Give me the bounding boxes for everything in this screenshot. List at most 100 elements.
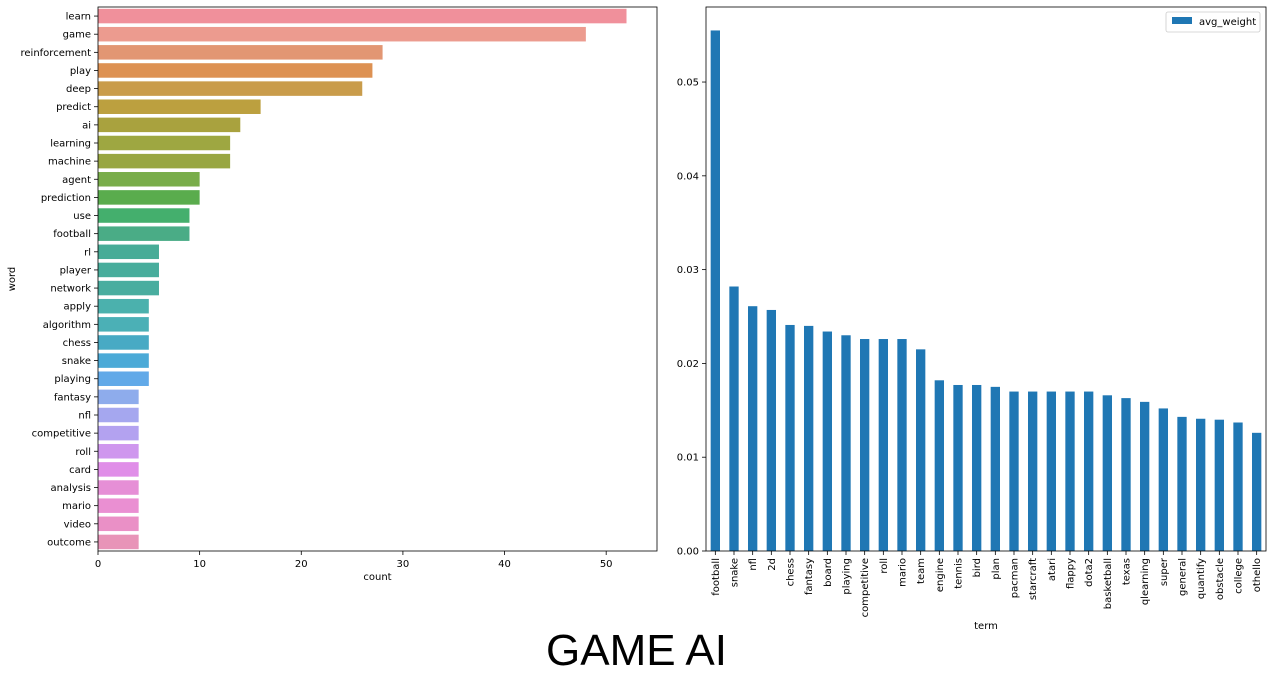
ytick-label: 0.02 (677, 359, 699, 370)
bar-predict (98, 99, 261, 114)
bar-basketball (1102, 395, 1112, 551)
ytick-label-analysis: analysis (51, 483, 92, 494)
xtick-label: 30 (397, 559, 410, 570)
xtick-label-football: football (711, 558, 722, 596)
bar-board (822, 331, 832, 551)
bar-algorithm (98, 317, 149, 332)
ytick-label-agent: agent (62, 175, 91, 186)
figure-title: GAME AI (546, 626, 727, 675)
ytick-label-snake: snake (62, 356, 91, 367)
bar-use (98, 208, 190, 223)
ytick-label-algorithm: algorithm (43, 320, 91, 331)
bar-othello (1252, 432, 1262, 551)
bar-starcraft (1028, 391, 1038, 551)
bar-machine (98, 153, 231, 169)
bar-tennis (953, 384, 963, 551)
bar-bird (972, 384, 982, 551)
ytick-label-learn: learn (66, 12, 91, 23)
bar-flappy (1065, 391, 1075, 551)
bar-snake (729, 286, 739, 551)
bar-plan (990, 386, 1000, 551)
xtick-label-texas: texas (1122, 558, 1133, 585)
xtick-label: 0 (95, 559, 101, 570)
ytick-label-prediction: prediction (41, 193, 91, 204)
bar-competitive (860, 339, 870, 551)
xtick-label: 50 (600, 559, 613, 570)
bar-roll (98, 444, 139, 459)
xtick-label-chess: chess (786, 558, 797, 586)
ytick-label-fantasy: fantasy (54, 392, 91, 403)
xtick-label-board: board (823, 558, 834, 587)
bar-2d (766, 309, 776, 551)
xtick-label-bird: bird (972, 558, 983, 577)
ytick-label-learning: learning (50, 139, 91, 150)
legend-swatch (1172, 17, 1192, 24)
ytick-label-nfl: nfl (78, 411, 91, 422)
xtick-label-competitive: competitive (860, 558, 871, 617)
ytick-label-rl: rl (84, 247, 91, 258)
ytick-label-deep: deep (66, 84, 91, 95)
xtick-label-team: team (916, 558, 927, 584)
ytick-label-ai: ai (82, 120, 91, 131)
xtick-label-flappy: flappy (1066, 558, 1077, 589)
xtick-label-plan: plan (991, 558, 1002, 580)
xtick-label-college: college (1234, 558, 1245, 594)
xtick-label-nfl: nfl (748, 558, 759, 571)
ytick-label-roll: roll (75, 447, 91, 458)
xtick-label: 10 (193, 559, 206, 570)
plot-frame (97, 6, 658, 552)
xtick-label-othello: othello (1252, 558, 1263, 592)
xtick-label-basketball: basketball (1103, 558, 1114, 609)
bar-atari (1046, 391, 1056, 551)
ytick-label-game: game (63, 30, 91, 41)
bar-chess (98, 335, 149, 350)
xtick-label-super: super (1159, 557, 1170, 586)
bar-texas (1121, 398, 1131, 551)
xtick-label-2d: 2d (767, 558, 778, 571)
x-axis-label: count (363, 572, 391, 583)
bar-super (1158, 408, 1168, 551)
bar-analysis (98, 480, 139, 495)
ytick-label-network: network (50, 284, 91, 295)
bar-apply (98, 298, 149, 314)
x-axis-label: term (974, 621, 998, 632)
bar-nfl (98, 407, 139, 423)
xtick-label-starcraft: starcraft (1028, 558, 1039, 600)
xtick-label-playing: playing (842, 558, 853, 595)
ytick-label-apply: apply (63, 302, 91, 313)
bar-card (98, 462, 139, 477)
ytick-label: 0.04 (677, 171, 699, 182)
ytick-label-video: video (64, 519, 91, 530)
bar-deep (98, 81, 363, 96)
bar-learn (98, 8, 627, 24)
bar-fantasy (804, 325, 814, 551)
bar-team (916, 349, 926, 551)
bar-dota2 (1084, 391, 1094, 551)
xtick-label-fantasy: fantasy (804, 558, 815, 595)
bar-engine (934, 380, 944, 551)
ytick-label-chess: chess (63, 338, 91, 349)
bar-playing (841, 335, 851, 551)
xtick-label-dota2: dota2 (1084, 558, 1095, 587)
bar-learning (98, 135, 231, 151)
bar-obstacle (1214, 419, 1224, 551)
figure: learn game reinforcement play deep predict ai l… (7, 6, 1267, 632)
bar-play (98, 63, 373, 78)
bar-network (98, 280, 159, 296)
legend-label: avg_weight (1199, 17, 1256, 28)
xtick-label: 20 (295, 559, 308, 570)
xtick-label-engine: engine (935, 558, 946, 592)
bar-video (98, 516, 139, 532)
xtick-label-obstacle: obstacle (1215, 558, 1226, 600)
bar-chess (785, 324, 795, 551)
xtick-label-roll: roll (879, 558, 890, 574)
ytick-label-play: play (70, 66, 91, 77)
bar-competitive (98, 425, 139, 441)
bar-football (710, 30, 720, 551)
ytick-label-card: card (69, 465, 91, 476)
xtick-label-snake: snake (730, 558, 741, 587)
bar-quantify (1196, 418, 1206, 551)
ytick-label-football: football (53, 229, 91, 240)
bar-reinforcement (98, 45, 383, 60)
bar-nfl (748, 306, 758, 551)
